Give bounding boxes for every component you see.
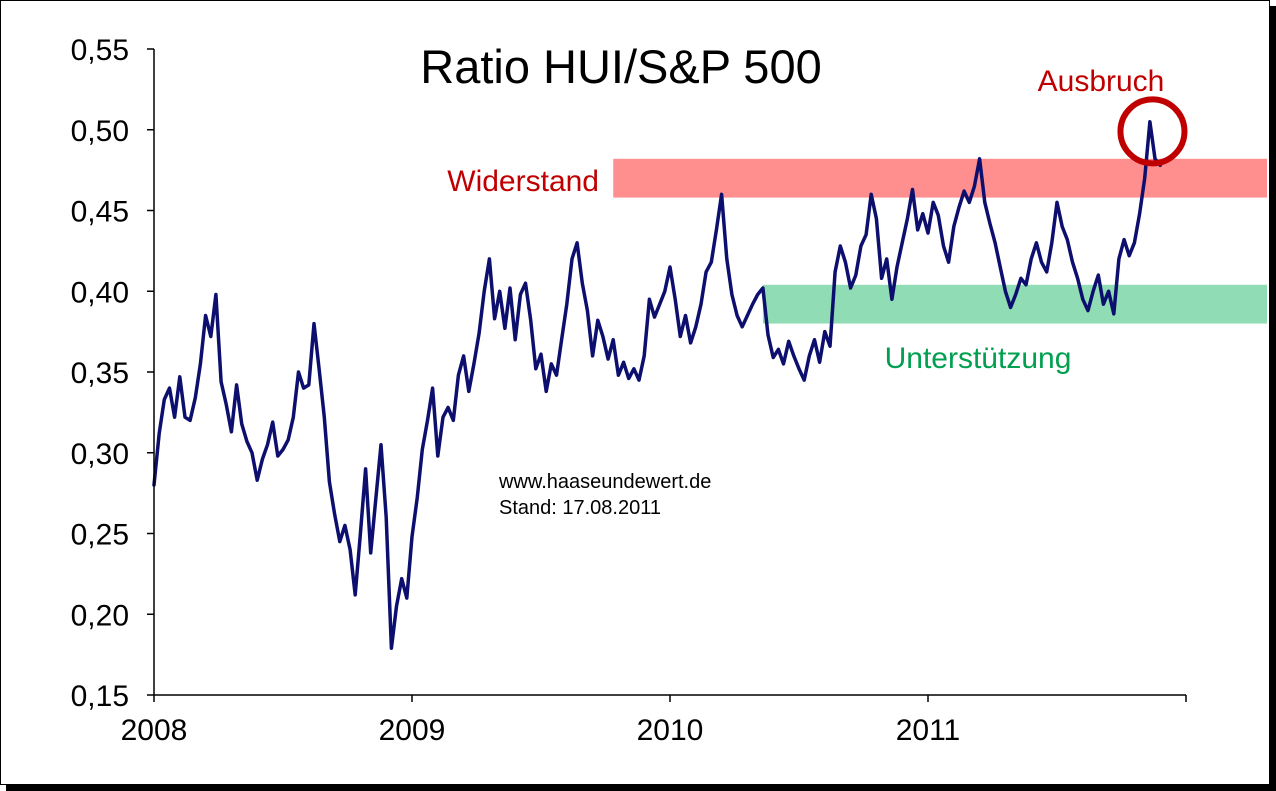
annotation-layer	[1117, 96, 1188, 167]
x-tick-label: 2009	[379, 714, 446, 747]
breakout-circle	[1117, 96, 1188, 167]
resistance-band	[613, 158, 1267, 198]
y-tick-label: 0,20	[71, 599, 129, 632]
ratio-line	[152, 119, 1162, 650]
date-note: Stand: 17.08.2011	[499, 497, 661, 519]
breakout-label: Ausbruch	[1038, 65, 1165, 98]
bands-layer	[613, 158, 1267, 324]
y-tick-label: 0,45	[71, 196, 129, 229]
y-tick-label: 0,40	[71, 276, 129, 309]
resistance-label: Widerstand	[447, 165, 599, 198]
y-tick-label: 0,55	[71, 34, 129, 67]
source-note: www.haaseundewert.de	[498, 471, 711, 493]
y-ticks: 0,55 0,50 0,45 0,40 0,35 0,30 0,25 0,20 0,15	[71, 34, 154, 713]
y-tick-label: 0,15	[71, 680, 129, 713]
support-band	[762, 284, 1267, 324]
labels-layer: Ratio HUI/S&P 500 Widerstand Unterstützu…	[420, 40, 1164, 519]
y-tick-label: 0,50	[71, 115, 129, 148]
support-label: Unterstützung	[885, 342, 1072, 375]
series-layer	[152, 119, 1162, 650]
y-tick-label: 0,25	[71, 519, 129, 552]
x-tick-label: 2008	[121, 714, 188, 747]
y-tick-label: 0,30	[71, 438, 129, 471]
x-ticks: 2008 2009 2010 2011	[121, 695, 1187, 747]
x-tick-label: 2010	[637, 714, 704, 747]
chart-title: Ratio HUI/S&P 500	[420, 40, 821, 93]
y-tick-label: 0,35	[71, 357, 129, 390]
x-tick-label: 2011	[896, 714, 961, 747]
